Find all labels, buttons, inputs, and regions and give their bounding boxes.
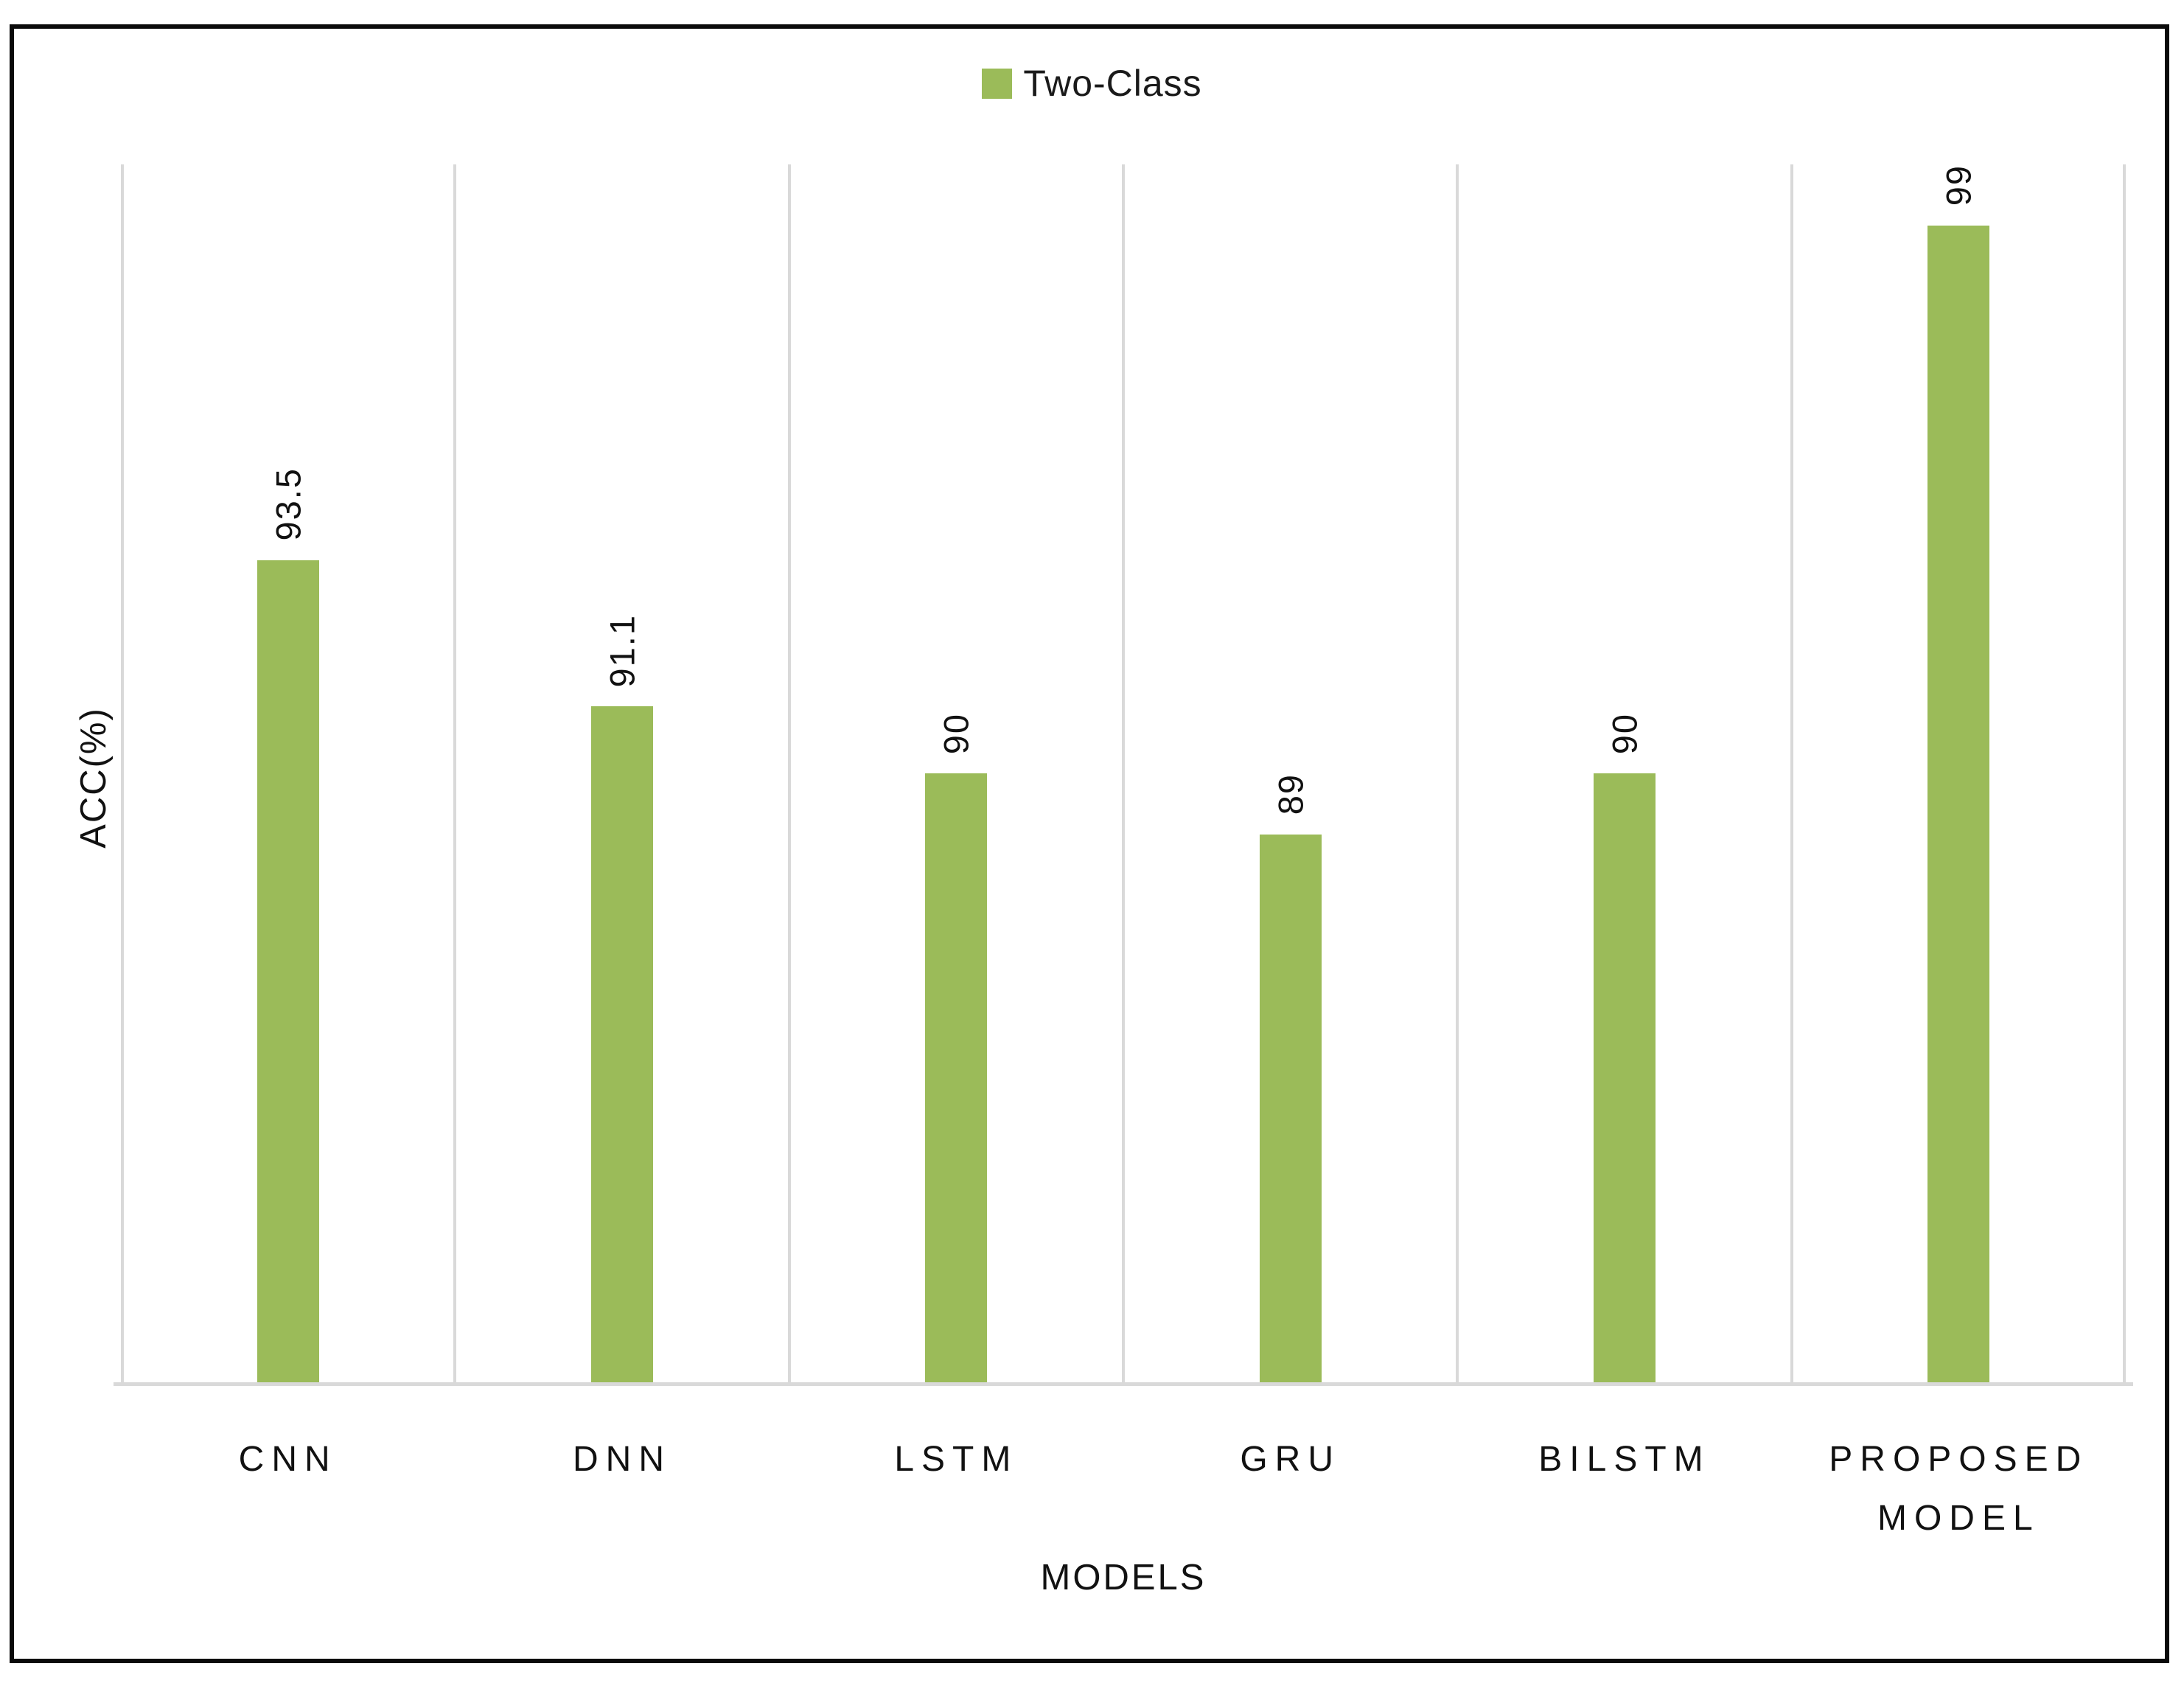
vertical-gridline — [121, 164, 124, 1382]
x-axis-title: MODELS — [1040, 1558, 1207, 1598]
vertical-gridline — [2123, 164, 2126, 1382]
bar-value-label: 90 — [936, 712, 976, 754]
x-axis-line — [114, 1382, 2133, 1386]
bar-lstm — [925, 773, 988, 1382]
plot-area: 93.5 91.1 90 89 90 99 — [114, 164, 2133, 1386]
bar-proposed-model — [1927, 225, 1990, 1382]
y-axis-title: ACC(%) — [74, 707, 114, 849]
bar-gru — [1259, 834, 1322, 1382]
category-label-gru: GRU — [1240, 1440, 1341, 1479]
legend-swatch-two-class — [982, 68, 1013, 99]
vertical-gridline — [1122, 164, 1125, 1382]
x-axis-category-labels: CNN DNN LSTM GRU BILSTM PROPOSED MODEL — [121, 1430, 2126, 1548]
vertical-gridline — [453, 164, 457, 1382]
legend: Two-Class — [0, 65, 2184, 102]
bar-value-label: 90 — [1605, 712, 1644, 754]
category-label-proposed-model: PROPOSED MODEL — [1829, 1440, 2089, 1538]
bar-bilstm — [1594, 773, 1656, 1382]
bar-value-label: 89 — [1271, 773, 1311, 815]
category-label-cnn: CNN — [238, 1440, 338, 1479]
bar-value-label: 91.1 — [602, 613, 642, 688]
bar-value-label: 99 — [1939, 164, 1978, 206]
bar-cnn — [257, 560, 319, 1382]
bar-value-label: 93.5 — [268, 467, 308, 541]
vertical-gridline — [787, 164, 791, 1382]
chart-outer-border — [10, 24, 2169, 1663]
vertical-gridline — [1790, 164, 1793, 1382]
vertical-gridline — [1456, 164, 1459, 1382]
legend-label: Two-Class — [1023, 63, 1202, 104]
category-label-bilstm: BILSTM — [1538, 1440, 1711, 1479]
category-label-lstm: LSTM — [894, 1440, 1019, 1479]
bar-dnn — [591, 706, 653, 1382]
category-label-dnn: DNN — [572, 1440, 671, 1479]
